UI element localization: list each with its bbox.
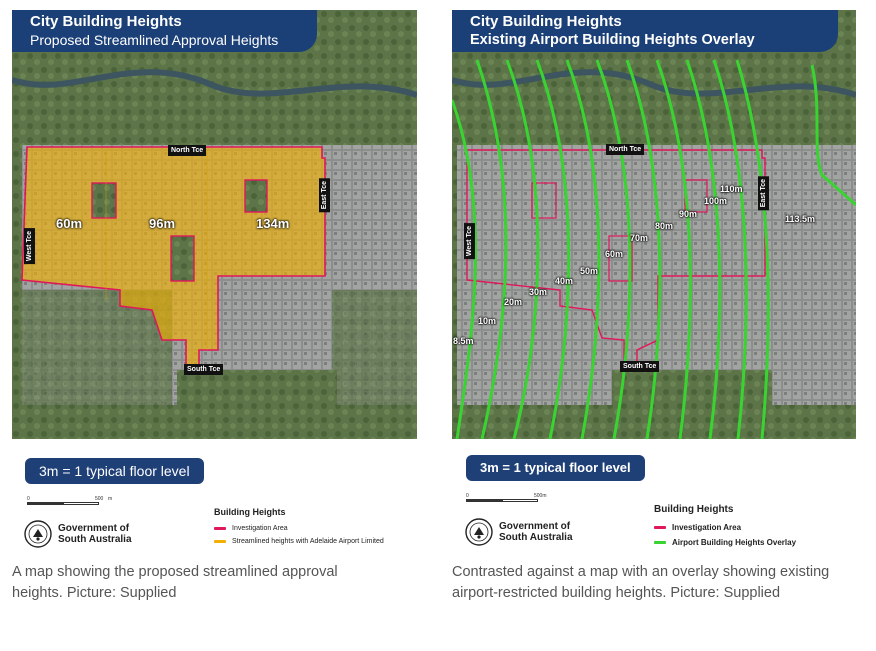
height-label-96m: 96m — [149, 216, 176, 231]
left-legend-item-investigation: Investigation Area — [214, 525, 384, 532]
government-seal-icon — [24, 520, 52, 548]
right-legend-swatch — [654, 526, 666, 529]
left-government-logo: Government of South Australia — [24, 520, 132, 548]
overlay-label-20m: 20m — [504, 297, 523, 307]
left-gov-line1: Government of — [58, 523, 130, 534]
overlay-label-113-5m: 113.5m — [785, 214, 816, 224]
right-map-subtitle: Existing Airport Building Heights Overla… — [470, 32, 755, 48]
overlay-label-100m: 100m — [704, 196, 728, 206]
right-gov-line2: South Australia — [499, 532, 573, 543]
right-legend-swatch — [654, 541, 666, 544]
right-government-logo: Government of South Australia — [465, 518, 573, 546]
left-east-tce-label: East Tce — [319, 178, 330, 213]
right-aerial-base — [452, 10, 856, 439]
right-north-tce-label: North Tce — [606, 144, 645, 155]
overlay-label-30m: 30m — [529, 287, 548, 297]
left-map[interactable]: City Building Heights Proposed Streamlin… — [12, 10, 417, 439]
overlay-label-90m: 90m — [679, 209, 698, 219]
right-west-tce-label: West Tce — [464, 223, 475, 260]
left-legend: Building Heights Investigation Area Stre… — [214, 507, 384, 551]
right-figure: City Building Heights Existing Airport B… — [452, 10, 856, 601]
right-scale-bar: 0 500m — [466, 493, 556, 502]
overlay-label-110m: 110m — [720, 184, 743, 194]
height-label-134m: 134m — [256, 216, 290, 231]
overlay-label-40m: 40m — [555, 276, 574, 286]
right-caption: Contrasted against a map with an overlay… — [452, 564, 830, 601]
right-scale-end: 500m — [534, 493, 547, 499]
left-floor-note: 3m = 1 typical floor level — [25, 458, 204, 484]
right-map-title: City Building Heights — [470, 13, 622, 30]
overlay-label-50m: 50m — [580, 266, 599, 276]
right-legend-title: Building Heights — [654, 504, 734, 515]
right-south-tce-label: South Tce — [620, 361, 660, 372]
left-scale-bar: 0 500 m — [27, 496, 117, 505]
right-floor-note: 3m = 1 typical floor level — [466, 455, 645, 481]
right-legend-item-overlay: Airport Building Heights Overlay — [654, 538, 796, 547]
right-title-banner: City Building Heights Existing Airport B… — [452, 10, 838, 52]
left-south-tce-label: South Tce — [184, 364, 224, 375]
left-scale-start: 0 — [27, 496, 30, 502]
overlay-label-80m: 80m — [655, 221, 674, 231]
right-gov-line1: Government of — [499, 521, 571, 532]
left-map-subtitle: Proposed Streamlined Approval Heights — [30, 32, 279, 48]
right-legend-item-investigation: Investigation Area — [654, 523, 796, 532]
right-east-tce-label: East Tce — [758, 176, 769, 211]
overlay-label-70m: 70m — [630, 233, 649, 243]
right-scale-start: 0 — [466, 493, 469, 499]
left-title-banner: City Building Heights Proposed Streamlin… — [12, 10, 317, 52]
left-west-tce-label: West Tce — [24, 228, 35, 265]
left-aerial-base — [12, 10, 417, 439]
left-figure: City Building Heights Proposed Streamlin… — [12, 10, 417, 601]
left-legend-title: Building Heights — [214, 507, 286, 517]
overlay-label-60m: 60m — [605, 249, 624, 259]
overlay-label-10m: 10m — [478, 316, 497, 326]
right-legend: Building Heights Investigation Area Airp… — [654, 504, 796, 553]
airport-overlay-contours — [452, 59, 856, 439]
left-legend-swatch — [214, 527, 226, 530]
left-gov-line2: South Australia — [58, 534, 132, 545]
left-north-tce-label: North Tce — [168, 145, 207, 156]
left-caption: A map showing the proposed streamlined a… — [12, 564, 338, 601]
left-map-title: City Building Heights — [30, 13, 182, 30]
left-legend-swatch — [214, 540, 226, 543]
government-seal-icon — [465, 518, 493, 546]
left-legend-item-streamlined: Streamlined heights with Adelaide Airpor… — [214, 538, 384, 545]
left-scale-unit: m — [108, 496, 113, 502]
right-map[interactable]: City Building Heights Existing Airport B… — [452, 10, 856, 439]
overlay-label-8-5m: 8.5m — [453, 336, 474, 346]
left-scale-end: 500 — [95, 496, 104, 502]
height-label-60m: 60m — [56, 216, 83, 231]
